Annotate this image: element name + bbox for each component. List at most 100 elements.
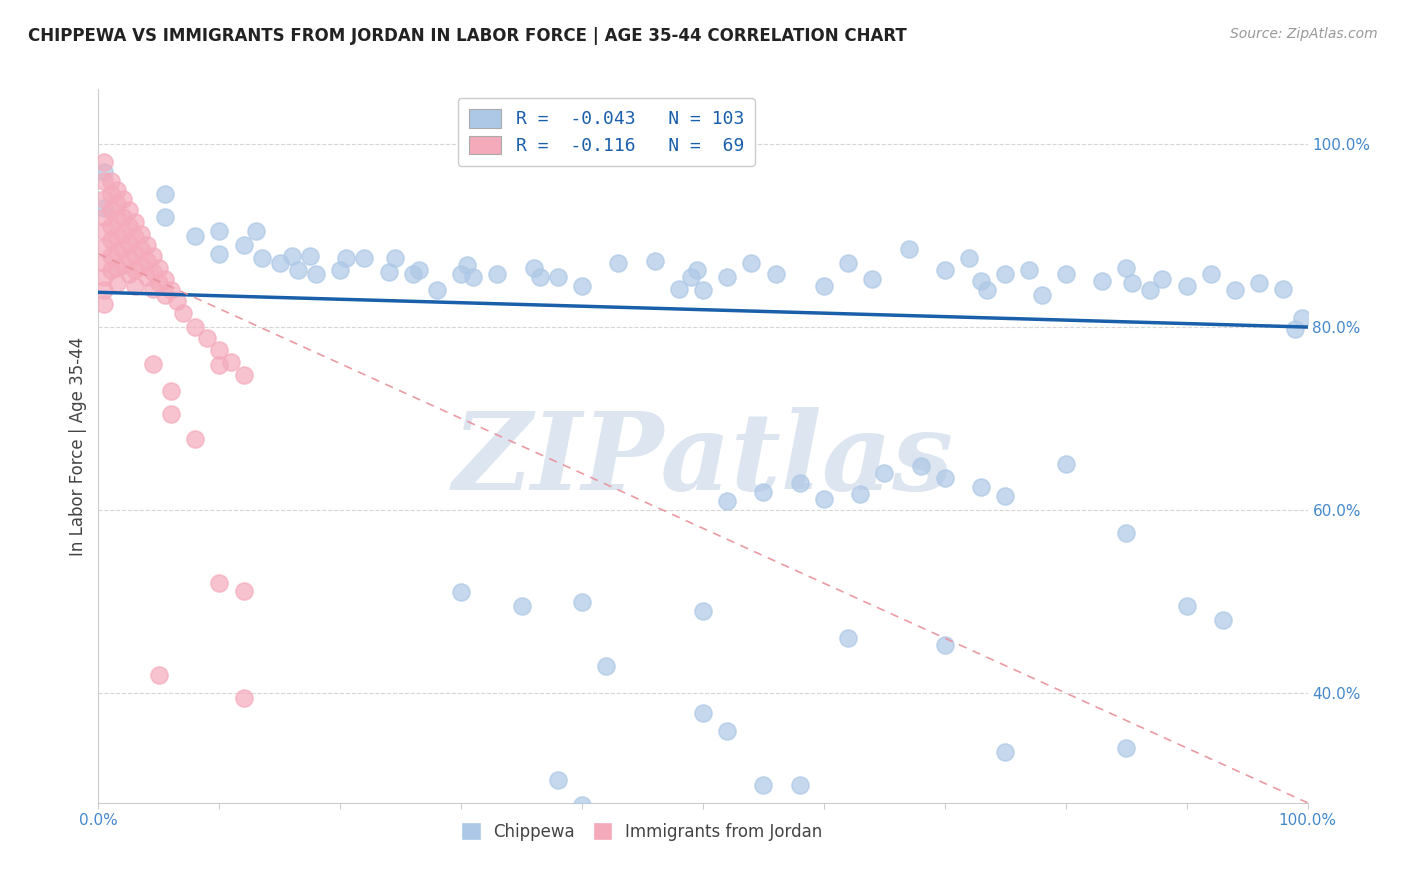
- Point: [93, 224, 115, 238]
- Point: [1199, 267, 1222, 281]
- Point: [124, 279, 146, 293]
- Point: [353, 252, 375, 266]
- Point: [510, 599, 533, 613]
- Point: [976, 284, 998, 298]
- Point: [547, 772, 569, 787]
- Point: [118, 252, 141, 266]
- Point: [124, 263, 146, 277]
- Point: [93, 192, 115, 206]
- Point: [281, 249, 304, 263]
- Point: [571, 797, 593, 812]
- Point: [765, 267, 787, 281]
- Point: [184, 320, 207, 334]
- Point: [100, 249, 122, 263]
- Point: [105, 212, 128, 227]
- Point: [172, 306, 194, 320]
- Point: [789, 475, 811, 490]
- Point: [547, 269, 569, 284]
- Point: [160, 407, 183, 421]
- Point: [716, 494, 738, 508]
- Point: [789, 777, 811, 791]
- Point: [118, 235, 141, 250]
- Point: [529, 269, 551, 284]
- Point: [208, 343, 231, 357]
- Point: [716, 269, 738, 284]
- Point: [250, 252, 273, 266]
- Point: [897, 242, 920, 256]
- Point: [100, 174, 122, 188]
- Point: [129, 259, 152, 273]
- Point: [232, 237, 254, 252]
- Point: [1115, 260, 1137, 275]
- Point: [1115, 525, 1137, 540]
- Point: [679, 269, 702, 284]
- Point: [195, 331, 218, 345]
- Point: [93, 256, 115, 270]
- Point: [463, 269, 485, 284]
- Point: [1223, 284, 1246, 298]
- Point: [208, 224, 231, 238]
- Point: [105, 183, 128, 197]
- Point: [994, 267, 1017, 281]
- Point: [1054, 267, 1077, 281]
- Point: [100, 187, 122, 202]
- Point: [305, 267, 328, 281]
- Y-axis label: In Labor Force | Age 35-44: In Labor Force | Age 35-44: [69, 336, 87, 556]
- Point: [450, 585, 472, 599]
- Point: [1031, 288, 1053, 302]
- Point: [571, 594, 593, 608]
- Point: [118, 202, 141, 217]
- Point: [1249, 276, 1271, 290]
- Point: [208, 247, 231, 261]
- Point: [93, 297, 115, 311]
- Point: [105, 245, 128, 260]
- Point: [111, 242, 134, 256]
- Point: [93, 155, 115, 169]
- Point: [105, 260, 128, 275]
- Point: [105, 228, 128, 243]
- Point: [389, 878, 412, 892]
- Point: [335, 252, 357, 266]
- Point: [287, 263, 309, 277]
- Point: [1121, 276, 1143, 290]
- Text: Source: ZipAtlas.com: Source: ZipAtlas.com: [1230, 27, 1378, 41]
- Point: [740, 256, 762, 270]
- Point: [93, 201, 115, 215]
- Point: [124, 230, 146, 244]
- Point: [111, 211, 134, 225]
- Point: [184, 228, 207, 243]
- Point: [934, 639, 956, 653]
- Point: [329, 263, 352, 277]
- Point: [1291, 310, 1313, 325]
- Point: [269, 256, 291, 270]
- Point: [1175, 599, 1198, 613]
- Point: [129, 227, 152, 241]
- Point: [142, 265, 165, 279]
- Point: [1212, 613, 1234, 627]
- Point: [716, 724, 738, 739]
- Point: [692, 284, 714, 298]
- Point: [873, 467, 896, 481]
- Point: [93, 284, 115, 298]
- Point: [232, 690, 254, 705]
- Point: [118, 267, 141, 281]
- Point: [1139, 284, 1161, 298]
- Point: [595, 658, 617, 673]
- Point: [934, 471, 956, 485]
- Point: [129, 242, 152, 256]
- Point: [1115, 740, 1137, 755]
- Point: [124, 247, 146, 261]
- Point: [849, 486, 872, 500]
- Point: [105, 196, 128, 211]
- Point: [571, 279, 593, 293]
- Point: [111, 227, 134, 241]
- Legend: Chippewa, Immigrants from Jordan: Chippewa, Immigrants from Jordan: [457, 817, 828, 848]
- Point: [148, 260, 170, 275]
- Point: [160, 384, 183, 398]
- Point: [813, 491, 835, 506]
- Point: [752, 484, 775, 499]
- Point: [1175, 279, 1198, 293]
- Point: [377, 265, 399, 279]
- Point: [135, 237, 157, 252]
- Point: [1272, 282, 1295, 296]
